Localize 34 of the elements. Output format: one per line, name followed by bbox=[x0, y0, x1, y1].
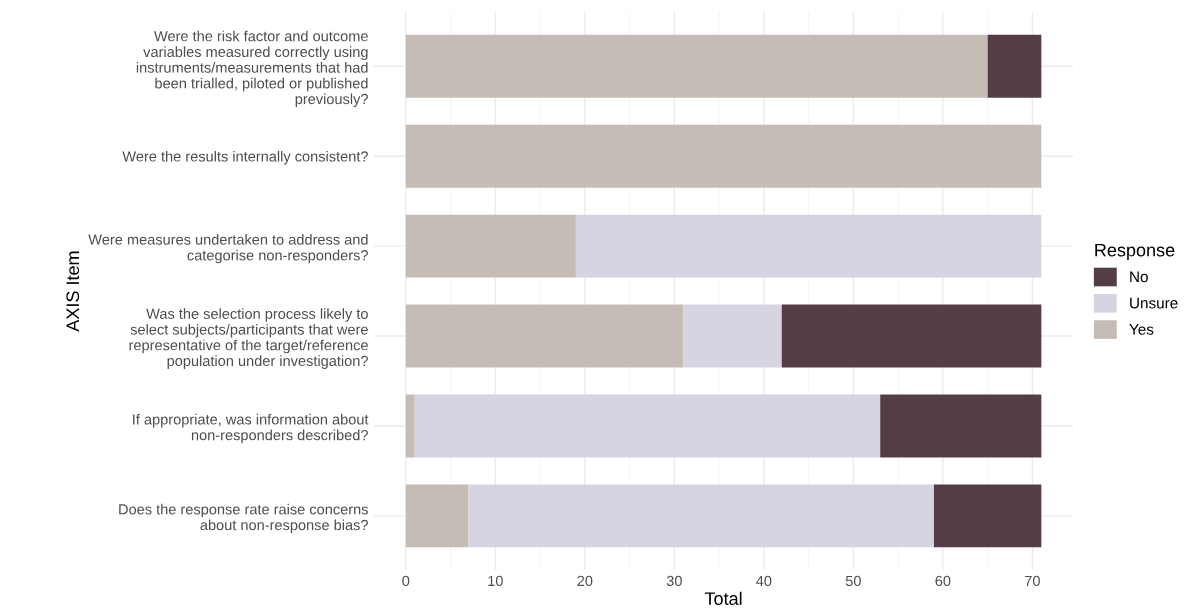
bar bbox=[781, 304, 1042, 368]
y-tick-label: Does the response rate raise concerns about non-response bias? bbox=[119, 503, 368, 534]
bar bbox=[987, 34, 1042, 98]
bar bbox=[405, 34, 988, 98]
bar bbox=[414, 394, 881, 458]
bar bbox=[405, 304, 684, 368]
y-tick-label: Was the selection process likely to select subjects/participants that were representative of the target/reference population under investigation? bbox=[129, 308, 368, 369]
x-tick-label: 20 bbox=[577, 575, 593, 587]
x-tick-label: 70 bbox=[1025, 575, 1040, 587]
bar bbox=[405, 394, 415, 458]
bar bbox=[575, 214, 1042, 278]
x-tick-label: 0 bbox=[402, 575, 410, 587]
bar bbox=[933, 484, 1042, 548]
x-tick-label: 60 bbox=[935, 575, 951, 587]
y-tick-label: Were measures undertaken to address and categorise non-responders? bbox=[88, 234, 368, 264]
legend-label: Unsure bbox=[1130, 297, 1178, 309]
x-tick-label: 10 bbox=[488, 575, 503, 587]
bar bbox=[405, 124, 1042, 188]
x-tick-label: 30 bbox=[666, 575, 682, 587]
y-tick-label: Were the risk factor and outcome variables measured correctly using instruments/measurements that had been trialled, piloted or published previously? bbox=[136, 30, 368, 108]
y-axis-title: AXIS Item bbox=[66, 251, 80, 332]
y-tick-label: If appropriate, was information about non-responders described? bbox=[133, 413, 369, 444]
bar bbox=[468, 484, 934, 548]
x-axis-title: Total bbox=[704, 591, 742, 605]
bar bbox=[405, 484, 469, 548]
legend-label: Yes bbox=[1129, 324, 1154, 335]
bar bbox=[405, 214, 576, 278]
bar bbox=[683, 304, 782, 368]
legend-label: No bbox=[1130, 271, 1148, 283]
bar bbox=[880, 394, 1042, 458]
legend-title: Response bbox=[1095, 243, 1175, 261]
y-tick-label: Were the results internally consistent? bbox=[122, 150, 368, 165]
x-tick-label: 50 bbox=[845, 575, 861, 587]
x-tick-label: 40 bbox=[756, 575, 772, 587]
